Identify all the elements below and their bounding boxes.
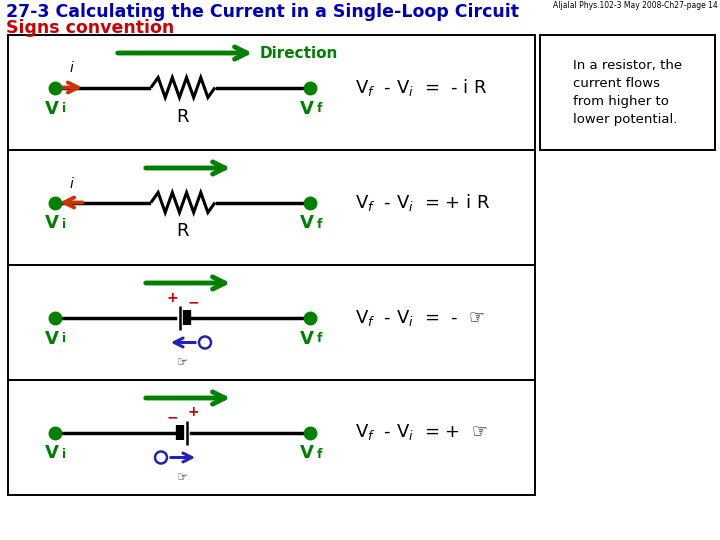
Text: V: V: [45, 444, 59, 462]
Text: V: V: [45, 214, 59, 233]
Text: V: V: [45, 99, 59, 118]
Text: Aljalal Phys.102-3 May 2008-Ch27-page 14: Aljalal Phys.102-3 May 2008-Ch27-page 14: [553, 1, 718, 10]
Text: V$_f$  - V$_i$  =  -  ☞: V$_f$ - V$_i$ = - ☞: [355, 307, 485, 327]
Text: Direction: Direction: [260, 45, 338, 60]
Text: f: f: [317, 103, 323, 116]
Text: V: V: [300, 329, 314, 348]
Text: V: V: [45, 329, 59, 348]
Text: f: f: [317, 333, 323, 346]
Bar: [8, 150, 535, 265]
Text: −: −: [188, 295, 199, 309]
Bar: [8, 35, 535, 150]
Text: V: V: [300, 214, 314, 233]
Text: V: V: [300, 99, 314, 118]
Text: ☞: ☞: [177, 356, 189, 369]
Text: R: R: [176, 222, 189, 240]
Text: 27-3 Calculating the Current in a Single-Loop Circuit: 27-3 Calculating the Current in a Single…: [6, 3, 519, 21]
Text: i: i: [62, 218, 66, 231]
Text: ☞: ☞: [177, 471, 189, 484]
Text: +: +: [188, 406, 199, 420]
Text: V$_f$  - V$_i$  = +  ☞: V$_f$ - V$_i$ = + ☞: [355, 422, 488, 442]
Text: In a resistor, the
current flows
from higher to
lower potential.: In a resistor, the current flows from hi…: [573, 59, 682, 126]
Text: +: +: [167, 291, 179, 305]
Bar: [8, 380, 535, 495]
Text: i: i: [69, 177, 73, 191]
Bar: [540, 35, 715, 150]
Text: V$_f$  - V$_i$  = + i R: V$_f$ - V$_i$ = + i R: [355, 192, 490, 213]
Text: Signs convention: Signs convention: [6, 19, 174, 37]
Text: f: f: [317, 448, 323, 461]
Text: f: f: [317, 218, 323, 231]
Text: i: i: [62, 103, 66, 116]
Text: i: i: [69, 62, 73, 76]
Text: V$_f$  - V$_i$  =  - i R: V$_f$ - V$_i$ = - i R: [355, 77, 487, 98]
Text: i: i: [62, 333, 66, 346]
Text: V: V: [300, 444, 314, 462]
Text: i: i: [62, 448, 66, 461]
Text: −: −: [167, 410, 179, 424]
Bar: [8, 265, 535, 380]
Text: R: R: [176, 107, 189, 125]
